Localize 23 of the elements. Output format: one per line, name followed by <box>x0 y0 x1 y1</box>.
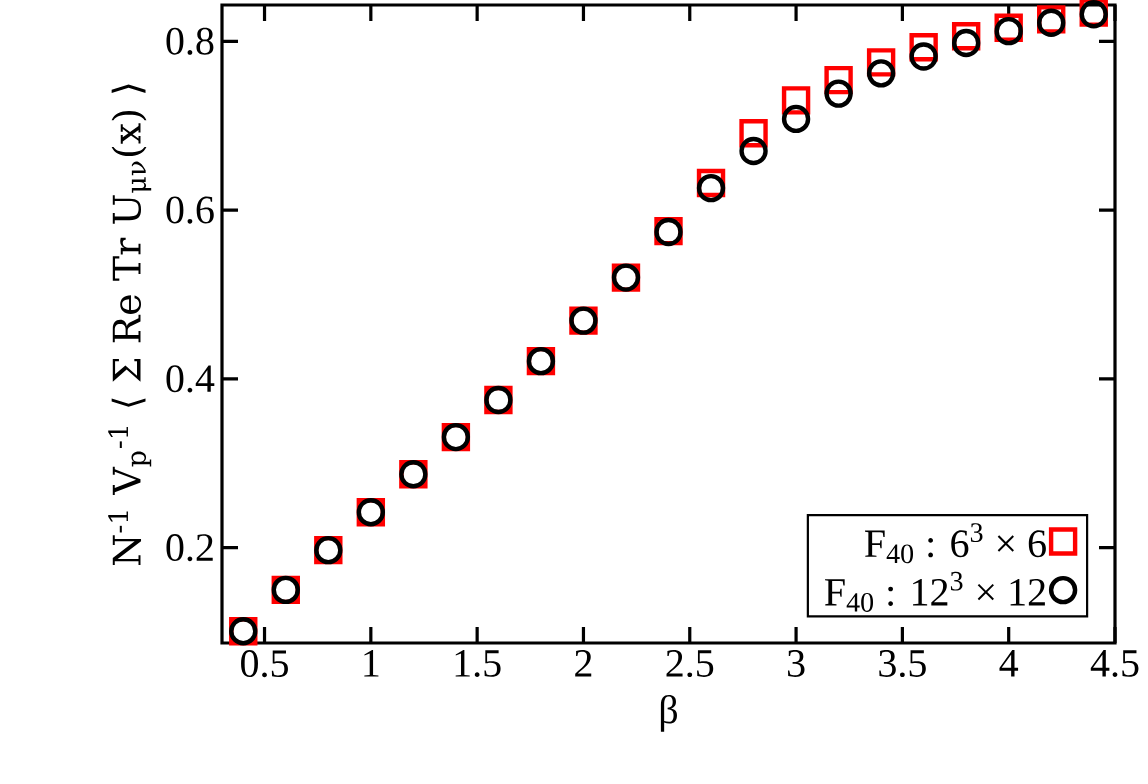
x-tick-label: 2 <box>575 650 592 677</box>
point <box>739 136 768 166</box>
y-tick-label: 0.8 <box>166 27 214 55</box>
y-tick-label: 0.6 <box>166 196 214 224</box>
x-tick-label: 4 <box>999 650 1019 677</box>
x-tick-label: 1 <box>364 650 379 677</box>
point <box>909 42 938 71</box>
y-tick-label: 0.4 <box>166 365 215 393</box>
legend-label: F$_{40}$ : 6$^{3}$ × 6 <box>865 523 1046 564</box>
x-tick-label: 1.5 <box>455 650 501 678</box>
x-tick-label: 3.5 <box>879 650 926 678</box>
legend-label: F$_{40}$ : 12$^{3}$ × 12 <box>825 571 1045 612</box>
x-tick-label: 4.5 <box>1090 650 1139 677</box>
x-axis-title: β <box>660 694 677 732</box>
y-tick-label: 0.2 <box>166 534 213 562</box>
point <box>951 28 981 58</box>
point <box>781 104 811 134</box>
x-tick-label: 0.5 <box>241 650 288 678</box>
point <box>824 79 853 108</box>
x-tick-label: 2.5 <box>666 650 714 678</box>
point <box>866 59 896 88</box>
x-tick-label: 3 <box>787 650 805 677</box>
y-axis-title: N$^{-1}$ V$_{p}$$^{-1}$ ⟨ Σ Re Tr U$_{μν}$(x) ⟩ <box>108 84 152 566</box>
